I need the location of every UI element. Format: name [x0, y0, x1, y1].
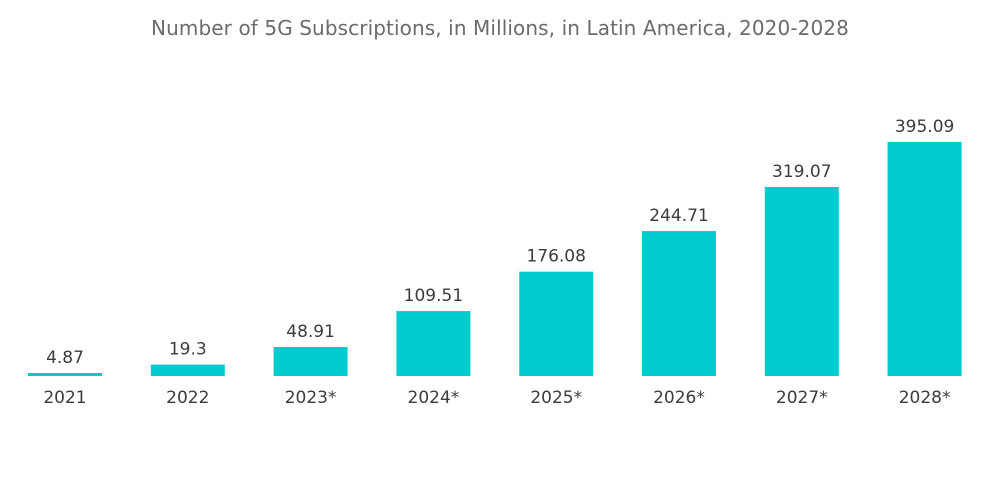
bar-2024-forecast	[396, 311, 471, 376]
bar-2025-forecast	[519, 271, 594, 376]
value-label-2026-forecast: 244.71	[649, 206, 708, 226]
x-tick-label-2024-forecast: 2024*	[408, 388, 460, 408]
value-label-2028-forecast: 395.09	[895, 117, 954, 137]
value-label-2022: 19.3	[169, 340, 207, 360]
bar-2026-forecast	[642, 231, 716, 376]
x-tick-label-2025-forecast: 2025*	[530, 388, 582, 408]
value-label-2027-forecast: 319.07	[772, 162, 831, 182]
bar-2023-forecast	[273, 347, 348, 376]
x-tick-labels-group: 2021 2022 2023* 2024* 2025* 2026* 2027* 2028*	[43, 388, 950, 408]
bar-2022	[150, 364, 225, 376]
bar-2028-forecast	[887, 142, 962, 376]
chart-title: Number of 5G Subscriptions, in Millions,…	[151, 16, 849, 40]
x-tick-label-2028-forecast: 2028*	[899, 388, 951, 408]
x-tick-label-2027-forecast: 2027*	[776, 388, 828, 408]
value-label-2023-forecast: 48.91	[286, 322, 335, 342]
value-label-2024-forecast: 109.51	[404, 286, 463, 306]
bars-group	[28, 142, 962, 376]
x-tick-label-2022: 2022	[166, 388, 209, 408]
value-label-2021: 4.87	[46, 348, 84, 368]
value-label-2025-forecast: 176.08	[526, 247, 585, 267]
x-tick-label-2026-forecast: 2026*	[653, 388, 705, 408]
x-tick-label-2021: 2021	[43, 388, 86, 408]
bar-2027-forecast	[764, 187, 839, 376]
x-tick-label-2023-forecast: 2023*	[285, 388, 337, 408]
value-labels-group: 4.87 19.3 48.91 109.51 176.08 244.71 319.07 395…	[46, 117, 954, 368]
bar-2021	[28, 373, 102, 376]
